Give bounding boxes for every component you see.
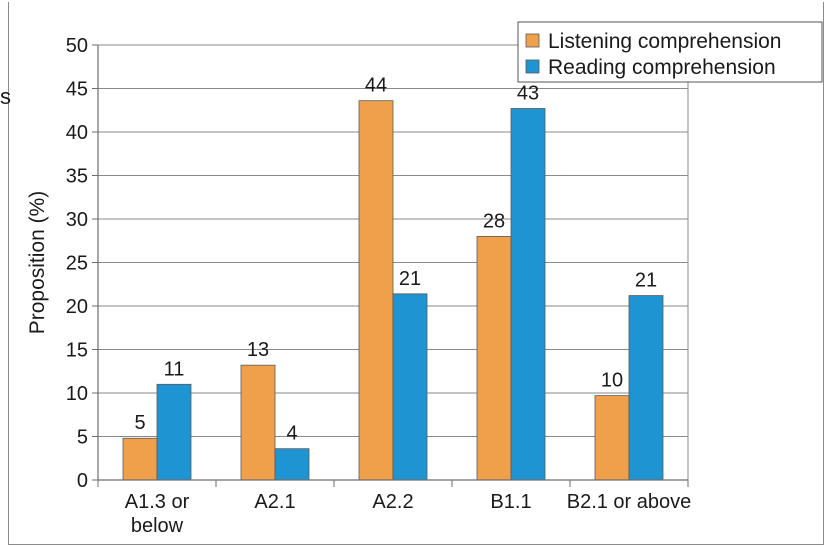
x-category-label: B2.1 or above [567, 491, 692, 513]
bar [392, 293, 428, 481]
y-tick-label: 10 [66, 383, 88, 405]
y-tick-label: 40 [66, 122, 88, 144]
y-tick-label: 15 [66, 340, 88, 362]
bar [274, 448, 310, 481]
bar [510, 108, 546, 481]
y-tick-label: 0 [77, 470, 88, 492]
y-tick-label: 30 [66, 209, 88, 231]
clipped-text-fragment: s [0, 84, 11, 109]
bar-value-label: 10 [601, 370, 623, 392]
x-category-label: B1.1 [490, 491, 531, 513]
x-category-label: A2.2 [372, 491, 413, 513]
legend-label: Listening comprehension [548, 30, 781, 53]
legend-swatch [525, 33, 540, 48]
bar [358, 100, 394, 481]
y-tick-label: 50 [66, 35, 88, 57]
y-axis-title: Proposition (%) [26, 191, 49, 335]
bar [240, 364, 276, 481]
bar-value-label: 28 [483, 210, 505, 232]
bar [476, 235, 512, 481]
y-tick-label: 45 [66, 79, 88, 101]
x-category-label: below [131, 515, 184, 537]
bar-value-label: 5 [134, 412, 145, 434]
y-tick-label: 20 [66, 296, 88, 318]
legend-swatch [525, 59, 540, 74]
bar [628, 295, 664, 481]
bar-value-label: 4 [286, 423, 297, 445]
bar-value-label: 11 [164, 358, 185, 380]
bar-value-label: 21 [635, 270, 657, 292]
bar [122, 437, 158, 481]
y-tick-label: 5 [77, 427, 88, 449]
bar [156, 383, 192, 481]
bar-value-label: 43 [517, 83, 539, 105]
chart-frame [8, 2, 824, 545]
bar-value-label: 44 [365, 75, 387, 97]
x-category-label: A2.1 [254, 491, 295, 513]
bar-value-label: 21 [399, 268, 421, 290]
x-category-label: A1.3 or [125, 491, 190, 513]
bar-value-label: 13 [247, 339, 269, 361]
y-tick-label: 35 [66, 166, 88, 188]
legend-label: Reading comprehension [548, 56, 776, 79]
bar [594, 395, 630, 481]
legend-box [517, 21, 823, 83]
y-tick-label: 25 [66, 253, 88, 275]
